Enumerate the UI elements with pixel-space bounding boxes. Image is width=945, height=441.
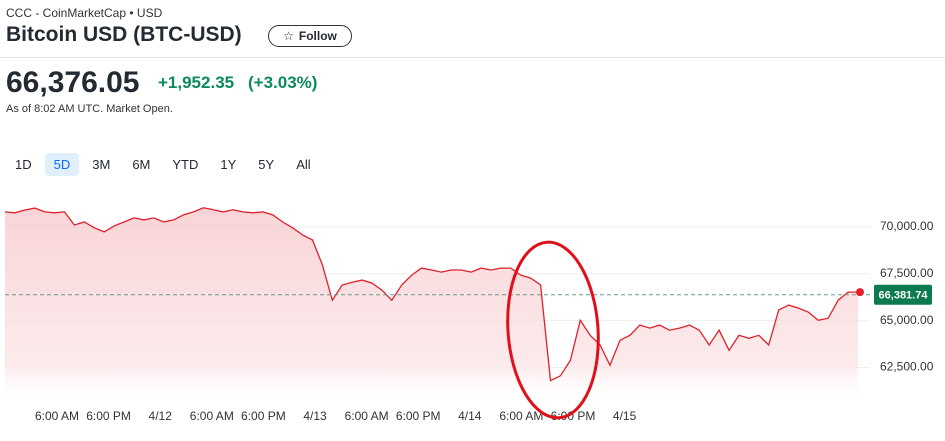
x-tick-label: 6:00 AM [35, 409, 79, 423]
x-tick-label: 4/15 [613, 409, 637, 423]
x-tick-label: 4/14 [458, 409, 482, 423]
as-of: As of 8:02 AM UTC. Market Open. [6, 103, 173, 115]
range-selector: 1D 5D 3M 6M YTD 1Y 5Y All [6, 153, 324, 176]
exchange: CCC - CoinMarketCap • USD [6, 6, 163, 20]
range-button[interactable]: 1D [15, 157, 32, 172]
y-tick-label: 67,500.00 [880, 266, 934, 280]
price: 66,376.05 [6, 66, 140, 99]
follow-button[interactable]: ☆ Follow [268, 25, 352, 47]
range-button[interactable]: 1Y [220, 157, 237, 172]
range-button[interactable]: 5Y [258, 157, 275, 172]
y-tick-label: 62,500.00 [880, 360, 934, 374]
star-icon: ☆ [283, 29, 294, 43]
divider [0, 57, 945, 58]
range-button[interactable]: 5D [44, 153, 80, 176]
area [5, 207, 858, 405]
range-button[interactable]: All [296, 157, 311, 172]
title: Bitcoin USD (BTC-USD) [6, 23, 242, 46]
y-tick-label: 65,000.00 [880, 313, 934, 327]
x-tick-label: 4/13 [303, 409, 327, 423]
x-tick-label: 6:00 PM [551, 409, 596, 423]
range-button[interactable]: 6M [132, 157, 151, 172]
range-button[interactable]: 3M [92, 157, 111, 172]
current-price-label: 66,381.74 [879, 290, 929, 302]
x-tick-label: 4/12 [149, 409, 173, 423]
x-tick-label: 6:00 PM [396, 409, 441, 423]
x-tick-label: 6:00 AM [345, 409, 389, 423]
x-tick-label: 6:00 AM [190, 409, 234, 423]
last-point [856, 288, 864, 297]
x-tick-label: 6:00 PM [241, 409, 286, 423]
price-line [4, 207, 858, 382]
range-button[interactable]: YTD [172, 157, 199, 172]
change-percent: (+3.03%) [248, 73, 318, 92]
current-price-badge [874, 284, 932, 305]
x-tick-label: 6:00 AM [499, 409, 543, 423]
x-tick-label: 6:00 PM [86, 409, 131, 423]
follow-label: Follow [298, 29, 337, 43]
y-tick-label: 70,000.00 [880, 219, 934, 233]
annotation-circle [506, 240, 600, 420]
change: +1,952.35 [158, 73, 235, 92]
